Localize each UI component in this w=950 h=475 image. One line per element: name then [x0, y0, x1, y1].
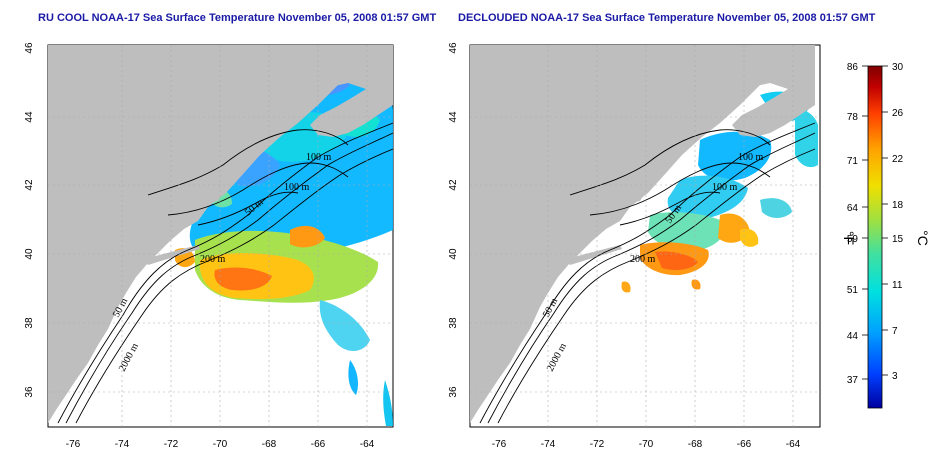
- panel1-lon-tick: -64: [360, 439, 375, 450]
- colorbar-c-tick: 7: [892, 326, 898, 337]
- colorbar-c-tick: 26: [892, 108, 904, 119]
- panel1-lon-tick: -66: [311, 439, 326, 450]
- colorbar-c-tick: 18: [892, 200, 904, 211]
- colorbar-f-tick: 86: [847, 62, 859, 73]
- panel2-gridlines: [470, 45, 820, 427]
- colorbar-c-ticks: 30 26 22 18 15 11 7 3: [892, 62, 904, 382]
- colorbar-f-tick: 44: [847, 331, 859, 342]
- panel2-lon-tick: -72: [590, 439, 605, 450]
- panel1-lat-axis: 46 44 42 40 38 36: [24, 42, 35, 398]
- panel2-lon-tick: -64: [786, 439, 801, 450]
- panel2-lat-axis: 46 44 42 40 38 36: [448, 42, 459, 398]
- colorbar-f-unit-label: °F: [841, 231, 857, 245]
- panel2-contour-label: 100 m: [712, 182, 738, 193]
- colorbar-gradient: [867, 65, 883, 409]
- panel1-contour-label: 100 m: [306, 152, 332, 163]
- panel1-lat-tick: 42: [24, 179, 35, 191]
- panel2-lat-tick: 36: [448, 386, 459, 398]
- panel1-lon-tick: -72: [164, 439, 179, 450]
- panel1-map: 100 m 100 m 50 m 200 m 50 m 2000 m -74 -…: [24, 42, 394, 450]
- panel1-gridlines: [48, 45, 393, 427]
- panel1-title: RU COOL NOAA-17 Sea Surface Temperature …: [38, 12, 437, 24]
- panel1-lat-tick: 46: [24, 42, 35, 54]
- colorbar-f-tick: 71: [847, 156, 859, 167]
- panel2-contour-label: 100 m: [738, 152, 764, 163]
- panel1-lon-tick: -70: [213, 439, 228, 450]
- colorbar-c-tick: 22: [892, 154, 904, 165]
- panel2-map: 100 m 100 m 50 m 200 m 50 m 2000 m -76 -…: [448, 42, 821, 450]
- colorbar-f-tick: 59: [847, 234, 859, 245]
- panel2-lon-tick: -76: [492, 439, 507, 450]
- panel1-lat-tick: 38: [24, 317, 35, 329]
- colorbar-f-tick: 51: [847, 285, 859, 296]
- colorbar-c-tick: 3: [892, 371, 898, 382]
- panel2-lon-tick: -74: [541, 439, 556, 450]
- panel2-lat-tick: 42: [448, 179, 459, 191]
- panel2-lon-tick: -70: [639, 439, 654, 450]
- panel1-contour-label: 200 m: [200, 254, 226, 265]
- panel2-lat-tick: 46: [448, 42, 459, 54]
- panel1-lon-tick: -76: [66, 439, 81, 450]
- panel1-contour-label: 100 m: [284, 182, 310, 193]
- panel2-lat-tick: 44: [448, 111, 459, 123]
- panel2-contour-label: 200 m: [630, 254, 656, 265]
- panel2-lat-tick: 38: [448, 317, 459, 329]
- panel1-lat-tick: 44: [24, 111, 35, 123]
- panel2-title: DECLOUDED NOAA-17 Sea Surface Temperatur…: [458, 12, 876, 24]
- colorbar-c-tick: 15: [892, 234, 904, 245]
- colorbar-f-ticks: 86 78 71 64 59 51 44 37: [847, 62, 859, 386]
- panel2-lat-tick: 40: [448, 248, 459, 260]
- colorbar-f-tick: 64: [847, 203, 859, 214]
- colorbar-f-tick: 37: [847, 375, 859, 386]
- colorbar-c-unit-label: °C: [915, 230, 931, 246]
- panel2-lon-tick: -66: [737, 439, 752, 450]
- colorbar-c-tick: 30: [892, 62, 904, 73]
- panel1-lon-axis: -74 -76 -72 -70 -68 -66 -64: [66, 439, 375, 450]
- panel1-lat-tick: 36: [24, 386, 35, 398]
- colorbar-f-tick: 78: [847, 112, 859, 123]
- panel2-lon-tick: -68: [688, 439, 703, 450]
- panel2-lon-axis: -76 -74 -72 -70 -68 -66 -64: [492, 439, 801, 450]
- colorbar-c-tick: 11: [892, 280, 903, 291]
- panel1-lon-tick: -68: [262, 439, 277, 450]
- panel1-lon-tick: -74: [115, 439, 130, 450]
- colorbar: 86 78 71 64 59 51 44 37 30 26 22 18 15 1…: [841, 62, 931, 409]
- panel1-lat-tick: 40: [24, 248, 35, 260]
